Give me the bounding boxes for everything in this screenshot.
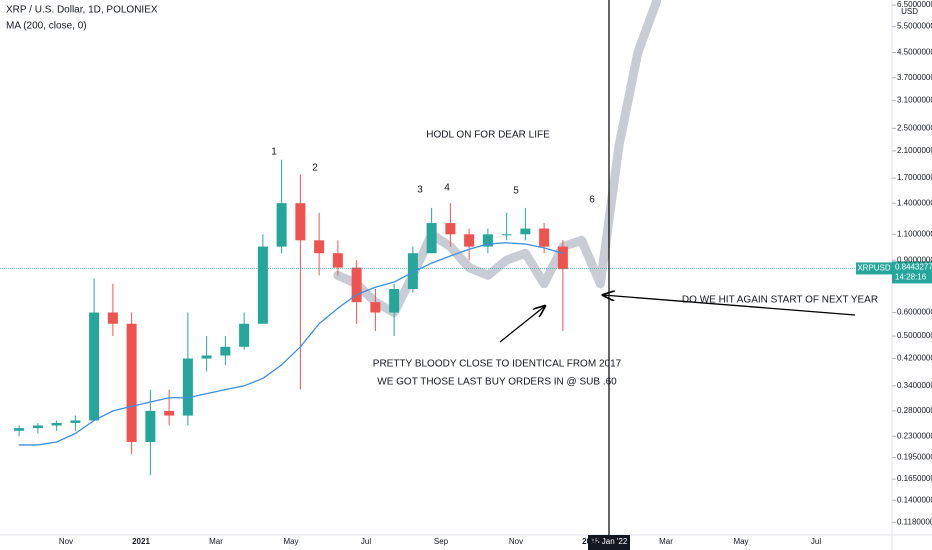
x-tick-label: Mar [209, 537, 223, 546]
y-tick-label: 0.50000000 [897, 331, 932, 340]
candle-body [14, 428, 25, 431]
y-tick-label: 6.50000000 [897, 0, 932, 9]
candle-body [520, 228, 531, 235]
candle-body [276, 203, 287, 247]
candle-body [445, 223, 456, 235]
x-tick-label: 2021 [132, 537, 150, 546]
annotation: 1 [271, 147, 277, 158]
candle-body [407, 253, 418, 289]
candle-body [107, 312, 118, 324]
x-tick-label: Jul [811, 537, 821, 546]
price-tag-name: XRPUSD [857, 264, 891, 273]
y-tick-label: 4.50000000 [897, 48, 932, 57]
y-tick-label: 1.70000000 [897, 173, 932, 182]
y-tick-label: 0.11800000 [897, 517, 932, 526]
annotation: HODL ON FOR DEAR LIFE [426, 130, 550, 141]
candle-body [126, 323, 137, 442]
y-tick-label: 3.10000000 [897, 96, 932, 105]
y-tick-label: 0.34000000 [897, 381, 932, 390]
candle-body [239, 323, 250, 347]
annotation: 6 [589, 195, 595, 206]
y-tick-label: 0.28000000 [897, 406, 932, 415]
price-tag-bg [892, 261, 932, 284]
annotation: 2 [312, 163, 318, 174]
y-tick-label: 3.70000000 [897, 73, 932, 82]
candle-body [164, 410, 175, 416]
y-tick-label: 0.60000000 [897, 308, 932, 317]
y-tick-label: 0.42000000 [897, 354, 932, 363]
candle-body [257, 246, 268, 324]
arrow [499, 306, 545, 343]
annotation: DO WE HIT AGAIN START OF NEXT YEAR [682, 295, 878, 306]
countdown: 14:28:16 [895, 273, 927, 282]
candle-body [464, 234, 475, 247]
crosshair-label-bg [588, 535, 630, 550]
y-tick-label: 0.16500000 [897, 474, 932, 483]
x-tick-label: Sep [434, 537, 449, 546]
candle-body [51, 422, 62, 426]
x-tick-label: Mar [659, 537, 673, 546]
candle-body [314, 240, 325, 254]
candle-body [89, 312, 100, 421]
candle-body [389, 288, 400, 313]
y-tick-label: 1.10000000 [897, 229, 932, 238]
x-tick-label: Nov [59, 537, 73, 546]
annotation: WE GOT THOSE LAST BUY ORDERS IN @ SUB .6… [377, 377, 617, 388]
y-tick-label: 2.50000000 [897, 123, 932, 132]
overlay: XRPUSD 0.8443277714:28:16 15 Jan '22 1 2 3 4 5 6… [271, 0, 932, 550]
y-tick-label: 2.10000000 [897, 146, 932, 155]
candle-body [70, 420, 81, 423]
candle-body [539, 228, 550, 247]
y-tick-label: 0.90000000 [897, 255, 932, 264]
candle-body [32, 425, 43, 429]
x-tick-label: 2022 [582, 537, 600, 546]
x-tick-label: Nov [509, 537, 523, 546]
currency: USD [901, 7, 918, 16]
candle-body [426, 223, 437, 254]
x-tick-label: May [283, 537, 298, 546]
crosshair-label: 15 Jan '22 [591, 537, 628, 546]
y-tick-label: 0.23000000 [897, 431, 932, 440]
y-tick-label: 0.19500000 [897, 453, 932, 462]
y-tick-label: 0.14000000 [897, 495, 932, 504]
candle-body [370, 302, 381, 313]
candle-body [201, 355, 212, 359]
candle-body [295, 203, 306, 241]
x-tick-label: Jul [361, 537, 371, 546]
x-tick-label: May [733, 537, 748, 546]
annotation: 4 [444, 183, 450, 194]
indicator-label: MA (200, close, 0) [6, 21, 87, 32]
candle-body [351, 267, 362, 303]
candle-body [332, 253, 343, 268]
candle-body [182, 358, 193, 416]
y-tick-label: 5.50000000 [897, 22, 932, 31]
moving-average [18, 242, 564, 446]
arrow [603, 295, 856, 316]
y-tick-label: 1.40000000 [897, 198, 932, 207]
candle-body [482, 234, 493, 247]
price-tag-name-bg [856, 262, 892, 275]
annotation: PRETTY BLOODY CLOSE TO IDENTICAL FROM 20… [373, 359, 622, 370]
price-tag: 0.84432777 [895, 263, 932, 272]
candle-body [145, 410, 156, 442]
chart-title: XRP / U.S. Dollar, 1D, POLONIEX [6, 5, 158, 16]
annotation: 5 [513, 186, 519, 197]
candle-body [220, 346, 231, 356]
candle-body [501, 234, 512, 236]
annotation: 3 [417, 185, 423, 196]
candle-body [557, 246, 568, 270]
plot-area [0, 0, 892, 476]
